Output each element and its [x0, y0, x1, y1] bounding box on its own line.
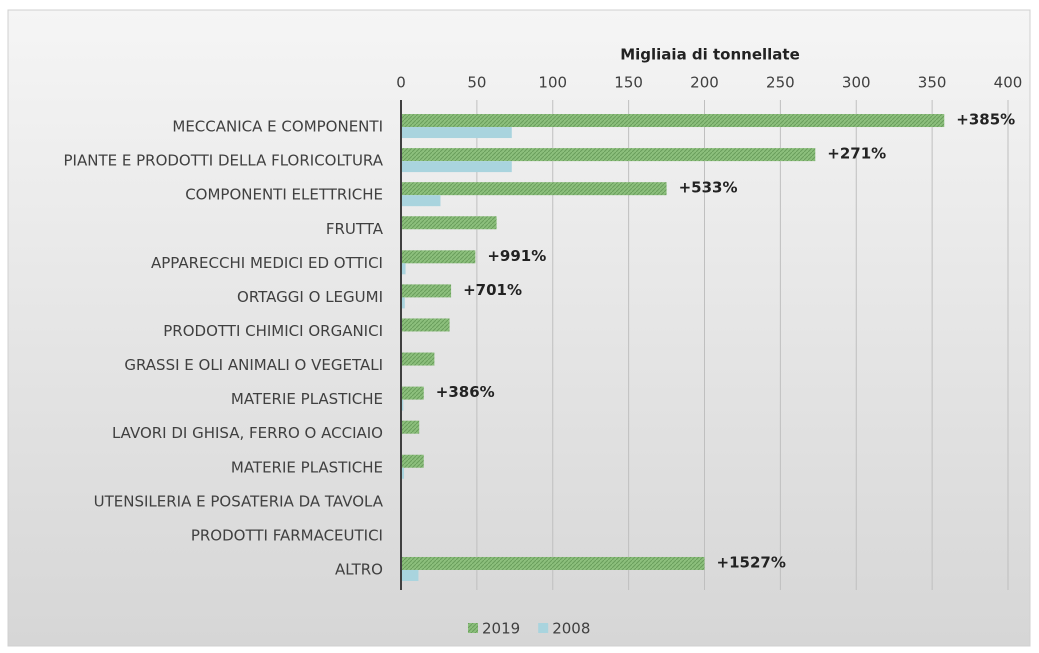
- y-tick-label: APPARECCHI MEDICI ED OTTICI: [151, 254, 383, 272]
- bar: [401, 352, 435, 366]
- bar: [401, 216, 497, 230]
- bar: [401, 250, 476, 264]
- bar: [401, 148, 816, 162]
- x-tick-label: 100: [538, 74, 567, 92]
- bar: [401, 569, 419, 581]
- bar: [401, 454, 424, 468]
- y-tick-label: MATERIE PLASTICHE: [231, 390, 383, 408]
- legend-swatch: [538, 623, 549, 633]
- y-tick-label: GRASSI E OLI ANIMALI O VEGETALI: [124, 356, 383, 374]
- change-label: +1527%: [717, 553, 786, 571]
- bar: [401, 284, 452, 298]
- y-tick-label: UTENSILERIA E POSATERIA DA TAVOLA: [94, 492, 384, 510]
- x-tick-label: 400: [994, 74, 1023, 92]
- bar: [401, 263, 406, 275]
- chart-background: [7, 9, 1031, 647]
- change-label: +385%: [956, 111, 1015, 129]
- y-tick-label: MATERIE PLASTICHE: [231, 458, 383, 476]
- bar: [401, 114, 945, 128]
- bar: [401, 182, 667, 196]
- change-label: +701%: [463, 281, 522, 299]
- bar: [401, 161, 512, 173]
- change-label: +386%: [436, 383, 495, 401]
- x-tick-label: 0: [396, 74, 406, 92]
- y-tick-label: COMPONENTI ELETTRICHE: [185, 186, 383, 204]
- y-tick-label: ORTAGGI O LEGUMI: [237, 288, 383, 306]
- y-tick-label: PRODOTTI FARMACEUTICI: [191, 526, 383, 544]
- legend-label: 2008: [552, 620, 590, 638]
- y-tick-label: PRODOTTI CHIMICI ORGANICI: [163, 322, 383, 340]
- x-tick-label: 150: [614, 74, 643, 92]
- change-label: +533%: [679, 179, 738, 197]
- bar: [401, 386, 424, 400]
- bar: [401, 318, 450, 332]
- bar: [401, 297, 405, 309]
- x-tick-label: 300: [842, 74, 871, 92]
- y-tick-label: PIANTE E PRODOTTI DELLA FLORICOLTURA: [64, 152, 384, 170]
- bar: [401, 420, 420, 434]
- bar: [401, 467, 405, 479]
- change-label: +271%: [827, 145, 886, 163]
- x-tick-label: 50: [467, 74, 486, 92]
- axis-title: Migliaia di tonnellate: [620, 46, 800, 64]
- y-tick-label: LAVORI DI GHISA, FERRO O ACCIAIO: [112, 424, 383, 442]
- legend-swatch: [468, 623, 478, 633]
- y-tick-label: FRUTTA: [326, 220, 384, 238]
- bar: [401, 399, 404, 411]
- bar: [401, 127, 512, 139]
- change-label: +991%: [487, 247, 546, 265]
- bar: [401, 556, 705, 570]
- x-tick-label: 200: [690, 74, 719, 92]
- legend-label: 2019: [482, 620, 520, 638]
- y-tick-label: MECCANICA E COMPONENTI: [172, 118, 383, 136]
- x-tick-label: 350: [918, 74, 947, 92]
- bar: [401, 195, 441, 207]
- x-tick-label: 250: [766, 74, 795, 92]
- y-tick-label: ALTRO: [335, 560, 383, 578]
